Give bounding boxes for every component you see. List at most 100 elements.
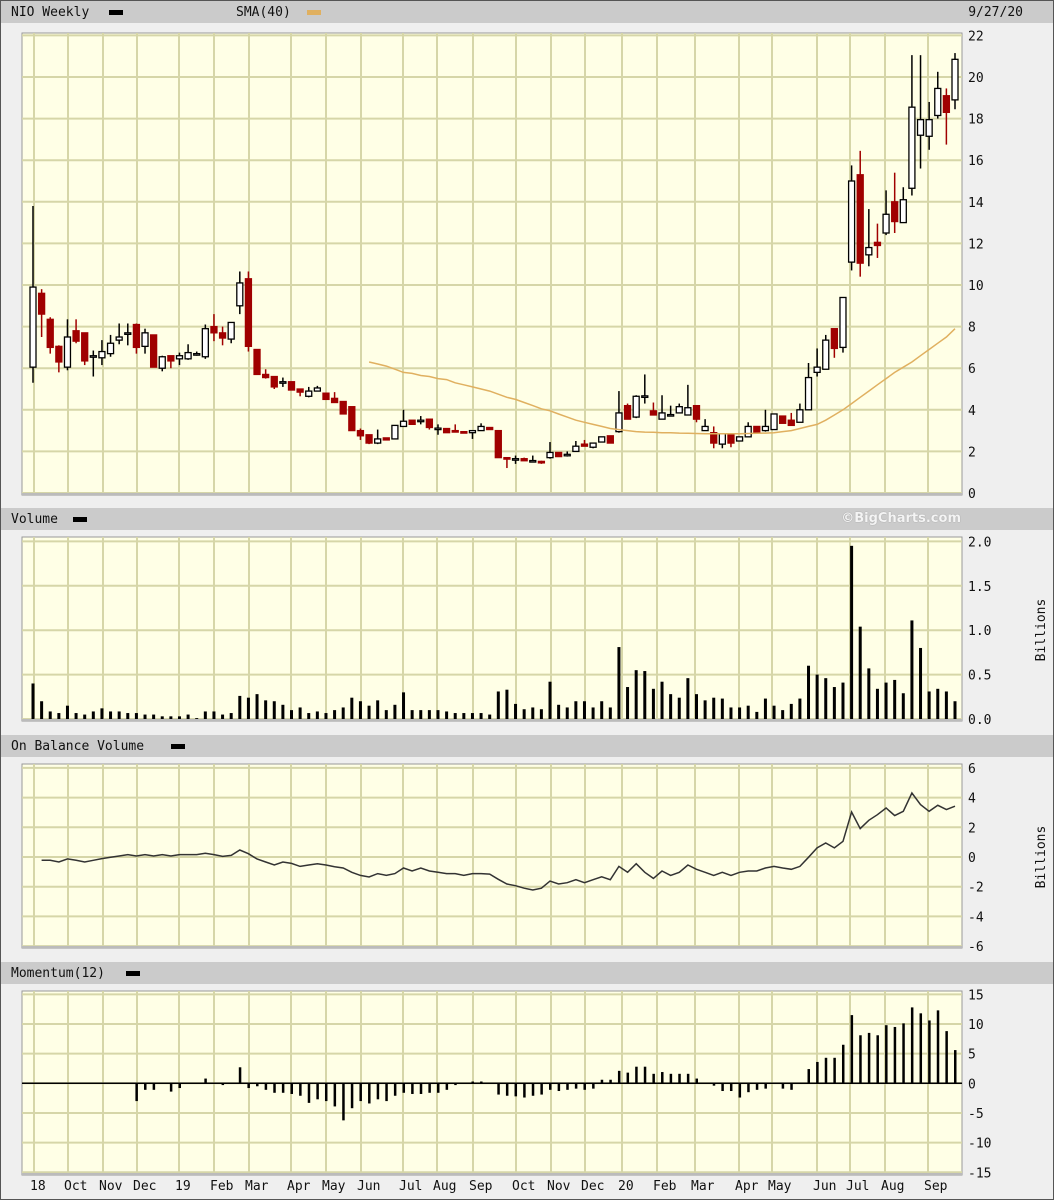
momentum-bar xyxy=(445,1083,449,1090)
momentum-bar xyxy=(402,1083,406,1093)
candle xyxy=(856,150,864,277)
volume-bar xyxy=(367,705,371,719)
candle xyxy=(132,323,141,354)
volume-bar xyxy=(712,697,716,719)
momentum-bar xyxy=(540,1083,543,1095)
volume-bar xyxy=(83,714,87,719)
candle-body xyxy=(606,435,614,444)
copyright-text: ©BigCharts.com xyxy=(841,511,961,526)
volume-bar xyxy=(850,545,854,719)
candle-body xyxy=(942,95,951,114)
volume-bar xyxy=(824,678,828,719)
volume-bar xyxy=(703,700,707,719)
volume-bar xyxy=(315,711,319,719)
x-tick-label: Nov xyxy=(547,1179,571,1194)
momentum-bar xyxy=(316,1083,319,1100)
obv-line xyxy=(41,791,956,891)
obv-panel-header: On Balance Volume xyxy=(1,735,1053,757)
y-tick-label: 4 xyxy=(968,792,976,807)
candle-body xyxy=(442,427,451,434)
volume-bar xyxy=(548,681,552,719)
candle-body xyxy=(779,415,787,424)
candle xyxy=(796,403,804,423)
momentum-bar xyxy=(368,1083,371,1104)
candle-body xyxy=(158,356,166,369)
candle xyxy=(891,172,899,233)
volume-bar xyxy=(557,704,561,719)
candle-body xyxy=(339,400,347,415)
candle xyxy=(839,296,847,353)
y-tick-label: -5 xyxy=(968,1107,984,1122)
candle xyxy=(641,374,649,404)
volume-bar xyxy=(281,704,285,719)
x-tick-label: Nov xyxy=(99,1179,123,1194)
x-tick-label: Dec xyxy=(581,1179,604,1194)
volume-bar xyxy=(255,694,259,719)
x-tick-label: May xyxy=(768,1179,792,1194)
volume-bar xyxy=(755,711,759,719)
candle xyxy=(606,435,614,444)
candle xyxy=(830,328,839,358)
candle xyxy=(201,324,209,359)
candle-body xyxy=(425,418,434,429)
x-tick-label: Feb xyxy=(653,1179,677,1194)
y-tick-label: 2.0 xyxy=(968,535,991,550)
candle-body xyxy=(770,413,778,431)
x-tick-label: Aug xyxy=(433,1179,456,1194)
candle-body xyxy=(675,406,683,414)
candle xyxy=(546,442,554,459)
candle xyxy=(598,436,606,443)
volume-bar xyxy=(384,710,388,719)
volume-bar xyxy=(100,708,104,719)
candle xyxy=(744,422,752,438)
momentum-bar xyxy=(617,1070,621,1084)
y-tick-label: -10 xyxy=(968,1137,991,1152)
volume-bar xyxy=(815,674,819,719)
y-axis-unit-label: Billions xyxy=(1034,826,1049,889)
candle xyxy=(244,271,253,352)
y-tick-label: -6 xyxy=(968,940,984,955)
price-plot-area xyxy=(21,32,963,496)
candle-body xyxy=(658,412,666,420)
candle-body xyxy=(253,348,261,376)
volume-bar xyxy=(341,707,345,719)
momentum-bar xyxy=(324,1083,328,1102)
candle-body xyxy=(718,433,726,445)
momentum-bar xyxy=(867,1032,871,1084)
volume-bar xyxy=(272,701,276,719)
momentum-bar xyxy=(626,1072,630,1084)
candle xyxy=(55,345,63,373)
x-tick-label: Jul xyxy=(399,1179,422,1194)
momentum-bar xyxy=(738,1083,742,1098)
volume-bar xyxy=(453,713,457,719)
candle-body xyxy=(296,388,304,393)
momentum-bar xyxy=(359,1083,362,1102)
x-tick-label: 20 xyxy=(618,1179,634,1194)
volume-bar xyxy=(488,714,492,719)
momentum-bar xyxy=(910,1007,914,1084)
candle-body xyxy=(391,424,399,440)
x-tick-label: Sep xyxy=(469,1179,493,1194)
volume-bar xyxy=(290,710,294,719)
candle-body xyxy=(451,429,459,433)
candle xyxy=(916,55,925,169)
candle-body xyxy=(511,458,520,461)
candle xyxy=(218,326,227,346)
obv-panel: -6 -4 -2 0 2 4 6 xyxy=(21,762,984,955)
candle xyxy=(589,442,597,449)
volume-bar xyxy=(789,703,793,719)
volume-bar xyxy=(677,697,681,719)
candle xyxy=(115,323,123,345)
candle-body xyxy=(244,278,253,348)
x-tick-label: Apr xyxy=(735,1179,759,1194)
candle xyxy=(477,423,485,432)
candle-body xyxy=(753,425,761,434)
y-tick-label: 2 xyxy=(968,821,976,836)
y-tick-label: 2 xyxy=(968,445,976,460)
candle-body xyxy=(486,426,494,431)
volume-bar xyxy=(462,713,466,719)
candle xyxy=(434,424,442,435)
candle xyxy=(486,426,494,431)
candle xyxy=(29,205,37,383)
momentum-bar xyxy=(764,1083,767,1089)
